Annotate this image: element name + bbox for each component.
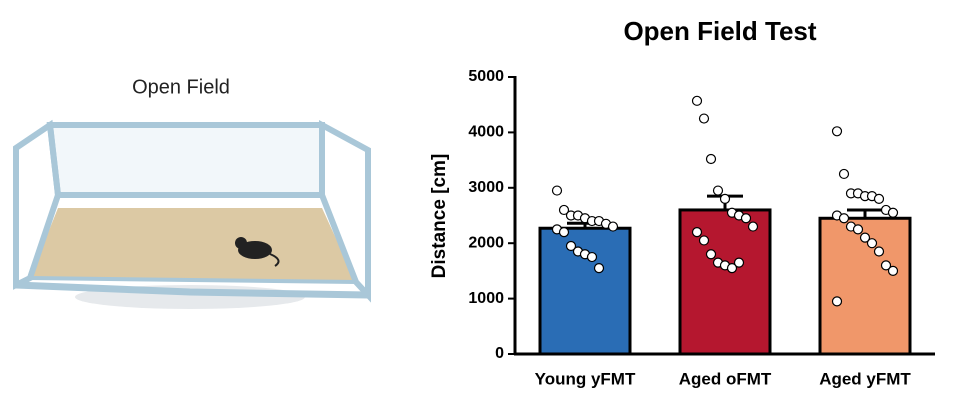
data-point	[880, 260, 892, 271]
data-point	[698, 235, 710, 246]
data-point	[887, 207, 899, 218]
data-point	[831, 126, 843, 137]
data-point	[740, 213, 752, 224]
data-point	[831, 296, 843, 307]
data-point	[733, 257, 745, 268]
y-tick-label: 0	[495, 345, 504, 362]
data-point	[873, 193, 885, 204]
data-point	[558, 204, 570, 216]
y-axis-label: Distance [cm]	[429, 154, 450, 279]
data-point	[852, 224, 864, 235]
data-point	[607, 221, 619, 232]
data-point	[719, 193, 731, 204]
x-tick-label: Aged oFMT	[679, 369, 772, 388]
data-point	[838, 168, 850, 180]
x-tick-label: Young yFMT	[535, 369, 636, 388]
error-bar	[847, 208, 883, 219]
x-tick-label: Aged yFMT	[819, 369, 911, 388]
data-point	[565, 240, 577, 252]
data-point	[705, 153, 717, 165]
y-tick-label: 5000	[468, 68, 504, 85]
data-point	[712, 185, 724, 196]
bar	[538, 226, 632, 356]
y-tick-label: 4000	[468, 124, 504, 141]
data-point	[698, 113, 710, 124]
y-tick-label: 3000	[468, 179, 504, 196]
data-point	[558, 227, 570, 238]
chart-title: Open Field Test	[623, 16, 816, 46]
data-point	[593, 263, 605, 274]
y-tick-label: 2000	[468, 234, 504, 251]
open-field-illustration: Open Field	[13, 76, 371, 309]
data-point	[691, 95, 703, 106]
data-point	[726, 263, 738, 274]
data-point	[551, 185, 563, 196]
y-tick-label: 1000	[468, 290, 504, 307]
data-point	[866, 238, 878, 249]
illustration-label: Open Field	[132, 76, 230, 98]
data-point	[838, 213, 850, 224]
data-point	[586, 251, 598, 263]
data-point	[859, 232, 871, 243]
data-point	[873, 246, 885, 257]
data-point	[691, 227, 703, 238]
data-point	[747, 221, 759, 232]
data-point	[705, 249, 717, 260]
data-point	[887, 265, 899, 276]
